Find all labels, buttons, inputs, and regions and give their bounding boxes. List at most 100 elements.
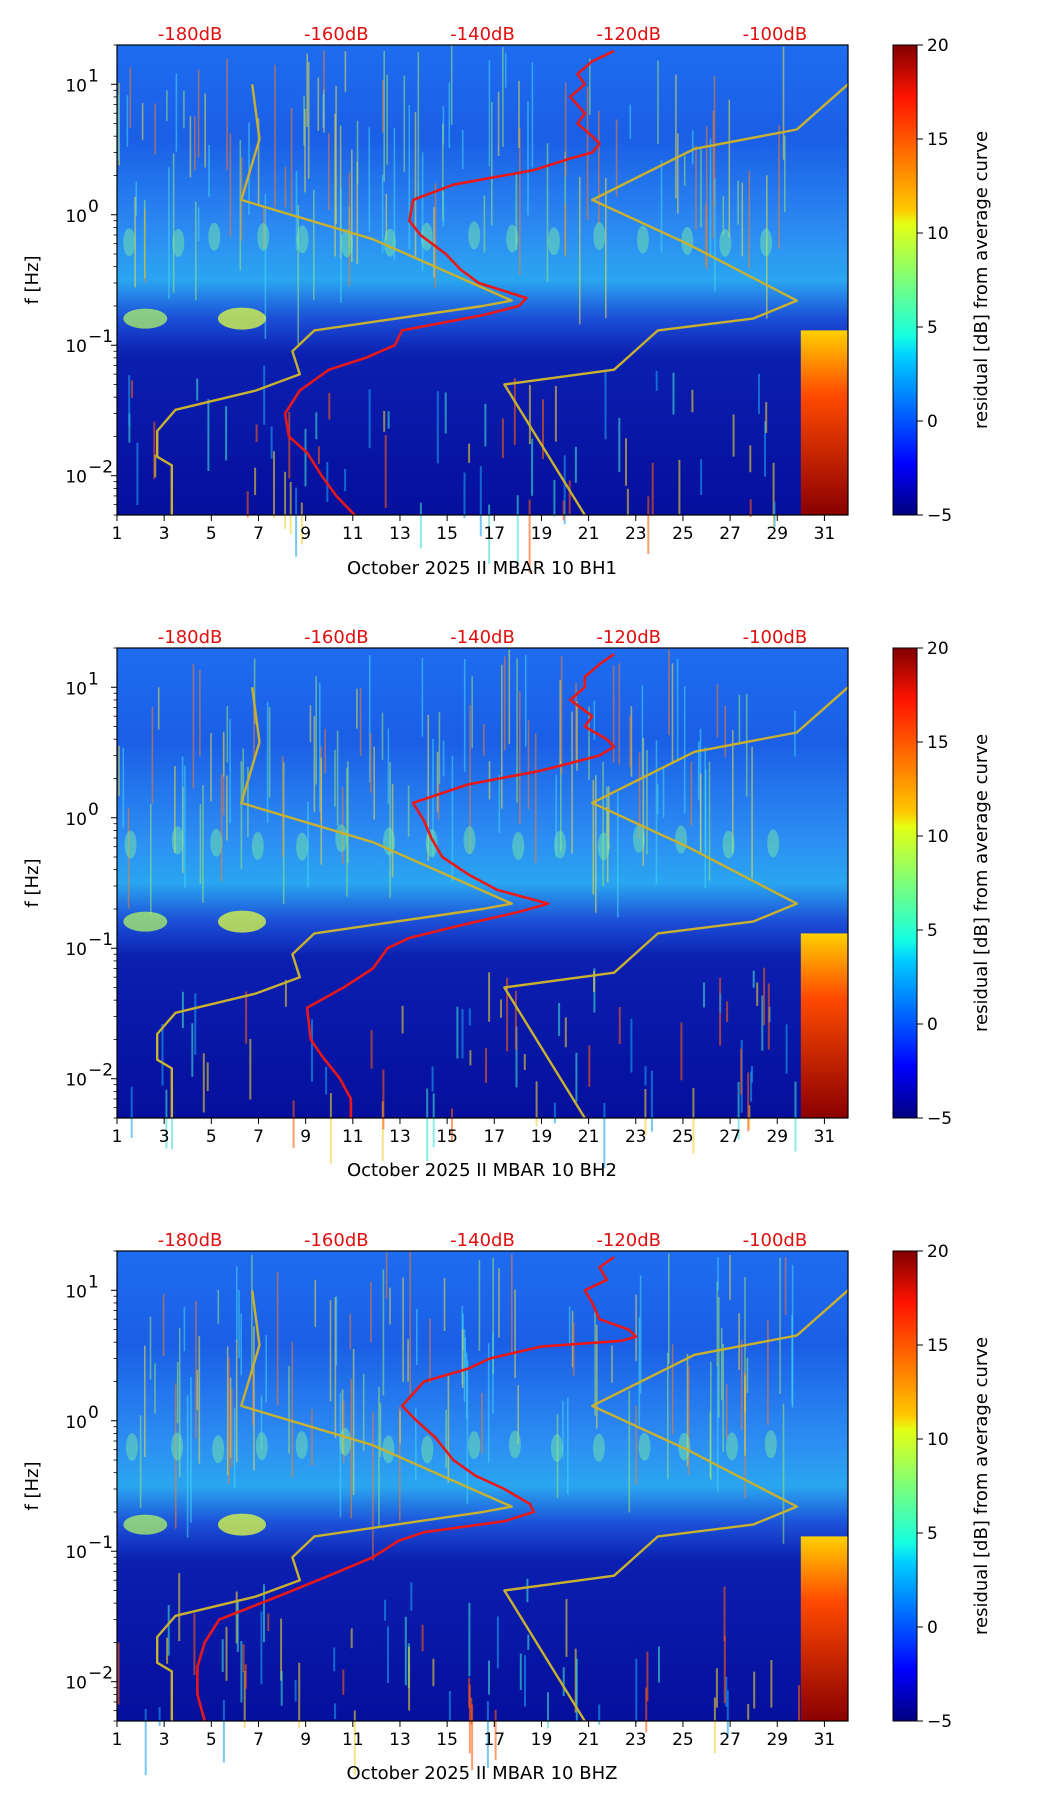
hotspot-bh2 — [800, 933, 848, 1118]
streak — [678, 459, 681, 515]
streak — [592, 780, 595, 895]
y-axis-title-bh2: f [Hz] — [22, 858, 43, 907]
streak — [695, 145, 697, 230]
streak — [307, 801, 309, 888]
streak — [606, 786, 608, 836]
streak — [655, 740, 658, 885]
streak — [165, 1089, 168, 1149]
streak — [638, 752, 641, 839]
streak — [176, 1361, 179, 1424]
streak — [656, 784, 659, 815]
streak — [350, 1628, 353, 1649]
y-tick-exponent: −1 — [88, 930, 113, 950]
streak — [432, 1658, 435, 1687]
streak — [726, 1001, 729, 1022]
streak — [504, 53, 507, 88]
series-nhnm — [155, 1290, 513, 1721]
streak — [767, 983, 770, 1050]
y-tick-label: 10 — [65, 337, 87, 357]
streak — [328, 392, 331, 420]
reference-curves-bh1 — [155, 49, 849, 516]
streak — [426, 1088, 429, 1162]
streak — [382, 1069, 385, 1130]
streak — [431, 1066, 434, 1092]
x-tick-label: 9 — [300, 524, 311, 544]
streak — [677, 133, 679, 214]
streak — [372, 1412, 374, 1561]
streak — [311, 1019, 313, 1082]
streak — [447, 1374, 450, 1483]
streak — [524, 655, 527, 747]
colorbar-tick-label: 20 — [927, 1242, 949, 1262]
blob — [218, 910, 266, 933]
colorbar-tick-label: 20 — [927, 36, 949, 56]
colorbar-tick-label: 0 — [927, 412, 938, 432]
x-axis-title-bh1: October 2025 II MBAR 10 BH1 — [347, 558, 617, 579]
streak — [313, 715, 316, 813]
streak — [703, 982, 705, 1008]
blob — [638, 1432, 651, 1461]
streak — [282, 762, 285, 905]
streak — [438, 712, 441, 785]
streak — [383, 410, 386, 432]
streak — [785, 1024, 788, 1074]
streak — [628, 1390, 631, 1513]
streak — [130, 1086, 133, 1138]
streak — [323, 50, 325, 92]
colorbar-tick-label: 0 — [927, 1618, 938, 1638]
streak — [496, 1616, 499, 1669]
streak — [486, 1701, 489, 1769]
blob — [597, 832, 610, 861]
streak — [692, 1088, 695, 1154]
blob — [508, 1430, 521, 1459]
streak — [304, 428, 307, 487]
streak — [442, 191, 445, 227]
streak — [746, 1357, 749, 1393]
streak — [421, 152, 424, 271]
streak — [162, 1294, 165, 1356]
blob — [512, 832, 525, 860]
blob — [340, 229, 353, 258]
streak — [723, 1586, 726, 1641]
streak — [526, 1578, 529, 1603]
streak — [131, 380, 133, 398]
streak — [737, 1082, 740, 1140]
streak — [784, 1257, 787, 1316]
colorbar-tick-label: 5 — [927, 921, 938, 941]
streak — [468, 1684, 471, 1754]
blob — [767, 829, 780, 858]
streak — [223, 731, 225, 777]
streak — [242, 1644, 245, 1672]
streak — [662, 768, 665, 818]
streak — [488, 504, 491, 564]
blob — [463, 826, 476, 855]
blob — [719, 229, 732, 257]
streak — [387, 728, 390, 805]
streak — [487, 1343, 490, 1463]
x-axis-title-bhz: October 2025 II MBAR 10 BHZ — [347, 1763, 618, 1784]
streak — [341, 786, 344, 864]
streak — [370, 1281, 372, 1343]
blob — [382, 1435, 395, 1464]
streak — [562, 1667, 565, 1696]
streak — [350, 1379, 353, 1519]
blob — [547, 227, 560, 256]
y-tick-exponent: 0 — [88, 1403, 99, 1423]
streak — [126, 95, 129, 147]
panel-bhz: 1 3 5 7 9 11 13 15 17 19 21 23 25 27 29 31 10−210−110 01… — [22, 1230, 992, 1784]
streak — [347, 761, 349, 863]
x-tick-label: 31 — [814, 1127, 836, 1147]
streak — [523, 1054, 526, 1070]
streak — [229, 1377, 232, 1459]
streak — [747, 1703, 750, 1720]
streak — [594, 1310, 596, 1416]
streak — [708, 761, 711, 881]
x-tick-label: 25 — [672, 1730, 694, 1750]
colorbar-tick-label: 15 — [927, 1336, 949, 1356]
streak — [574, 1648, 577, 1713]
blob — [171, 826, 184, 855]
blob — [678, 1432, 691, 1461]
streak — [389, 1287, 391, 1325]
streak — [384, 435, 387, 508]
